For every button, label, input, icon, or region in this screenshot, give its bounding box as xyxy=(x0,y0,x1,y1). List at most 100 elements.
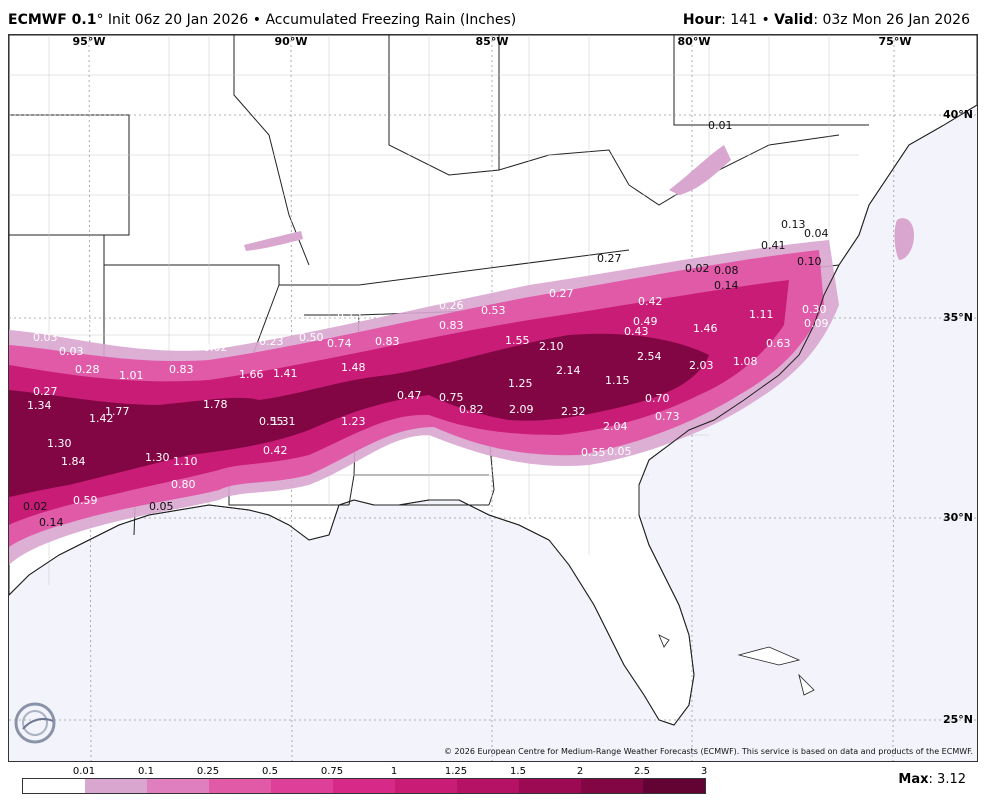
legend-tick-label: 2.5 xyxy=(634,766,650,777)
point-value-label: 0.28 xyxy=(75,363,100,376)
point-value-label: 0.09 xyxy=(804,317,829,330)
longitude-labels: 95°W 90°W 85°W 80°W 75°W xyxy=(73,35,912,48)
legend-color-bar xyxy=(22,778,706,794)
point-value-label: 0.13 xyxy=(337,311,362,324)
point-value-label: 0.74 xyxy=(327,337,352,350)
legend-tick-labels: 0.01 0.1 0.25 0.5 0.75 1 1.25 1.5 2 2.5 3 xyxy=(20,766,720,778)
point-value-label: 2.32 xyxy=(561,405,586,418)
lon-label: 75°W xyxy=(879,35,912,48)
max-label: Max xyxy=(898,772,929,787)
point-value-label: 0.10 xyxy=(797,255,822,268)
point-value-label: 0.02 xyxy=(685,262,710,275)
copyright-notice: © 2026 European Centre for Medium-Range … xyxy=(444,747,973,756)
point-value-label: 0.03 xyxy=(33,331,58,344)
freezing-rain-swath xyxy=(9,145,914,565)
point-value-label: 0.50 xyxy=(299,331,324,344)
point-value-label: 0.43 xyxy=(624,325,649,338)
point-value-label: 0.80 xyxy=(171,478,196,491)
point-value-label: 0.02 xyxy=(23,500,48,513)
point-value-label: 1.34 xyxy=(27,399,52,412)
legend-tick-label: 3 xyxy=(700,766,708,777)
forecast-time: Hour: 141 • Valid: 03z Mon 26 Jan 2026 xyxy=(683,12,970,28)
point-value-label: 0.75 xyxy=(439,391,464,404)
max-number: : 3.12 xyxy=(928,772,966,787)
product-name: Accumulated Freezing Rain (Inches) xyxy=(265,12,517,28)
legend-tick-label: 2 xyxy=(576,766,584,777)
point-value-label: 0.41 xyxy=(761,239,786,252)
hour-label: Hour xyxy=(682,12,722,28)
point-value-label: 1.30 xyxy=(145,451,170,464)
point-value-label: 1.42 xyxy=(89,412,114,425)
freezing-rain-map: 95°W 90°W 85°W 80°W 75°W 40°N 35°N 30°N … xyxy=(8,34,978,762)
point-value-label: 1.78 xyxy=(203,398,228,411)
point-value-label: 1.30 xyxy=(47,437,72,450)
map-canvas: 95°W 90°W 85°W 80°W 75°W 40°N 35°N 30°N … xyxy=(9,35,977,761)
valid-value: : 03z Mon 26 Jan 2026 xyxy=(813,12,970,28)
point-value-label: 0.04 xyxy=(804,227,829,240)
point-value-label: 1.31 xyxy=(271,415,296,428)
point-value-label: 0.49 xyxy=(633,315,658,328)
point-value-label: 0.83 xyxy=(439,319,464,332)
point-value-label: 2.54 xyxy=(637,350,662,363)
point-value-label: 0.05 xyxy=(607,445,632,458)
hour-value: : 141 xyxy=(721,12,757,28)
legend-swatch xyxy=(581,779,643,793)
legend-swatch xyxy=(457,779,519,793)
point-value-label: 1.15 xyxy=(605,374,630,387)
legend-swatch xyxy=(333,779,395,793)
point-value-label: 0.13 xyxy=(781,218,806,231)
weatherbell-logo-icon xyxy=(14,702,56,744)
point-value-label: 0.27 xyxy=(549,287,574,300)
point-value-label: 2.04 xyxy=(603,420,628,433)
point-value-label: 1.84 xyxy=(61,455,86,468)
time-separator: • xyxy=(757,12,775,28)
point-value-label: 1.25 xyxy=(508,377,533,390)
max-value: Max: 3.12 xyxy=(898,772,966,787)
legend-swatch xyxy=(23,779,85,793)
point-value-label: 0.05 xyxy=(149,500,174,513)
point-value-label: 1.48 xyxy=(341,361,366,374)
legend-tick-label: 0.01 xyxy=(72,766,96,777)
legend-tick-label: 1.25 xyxy=(444,766,468,777)
point-value-label: 0.47 xyxy=(397,389,422,402)
point-value-label: 0.14 xyxy=(714,279,739,292)
point-value-label: 1.08 xyxy=(733,355,758,368)
point-value-label: 0.01 xyxy=(708,119,733,132)
legend-swatch xyxy=(85,779,147,793)
weatherbell-logo xyxy=(13,699,103,747)
point-value-label: 0.82 xyxy=(459,403,484,416)
point-value-label: 1.11 xyxy=(749,308,774,321)
lat-label: 30°N xyxy=(943,511,973,524)
point-value-label: 2.14 xyxy=(556,364,581,377)
point-value-label: 0.08 xyxy=(714,264,739,277)
map-title: ECMWF 0.1° Init 06z 20 Jan 2026 • Accumu… xyxy=(8,12,516,28)
legend-tick-label: 0.25 xyxy=(196,766,220,777)
latitude-labels: 40°N 35°N 30°N 25°N xyxy=(943,108,973,726)
point-value-label: 0.42 xyxy=(638,295,663,308)
point-value-label: 0.55 xyxy=(259,415,284,428)
legend-tick-label: 0.75 xyxy=(320,766,344,777)
point-value-label: 1.77 xyxy=(105,405,130,418)
legend-swatch xyxy=(519,779,581,793)
point-value-label: 1.66 xyxy=(239,368,264,381)
point-value-label: 0.83 xyxy=(169,363,194,376)
legend-tick-label: 1 xyxy=(390,766,398,777)
point-value-label: 0.63 xyxy=(766,337,791,350)
lon-label: 85°W xyxy=(476,35,509,48)
lon-label: 90°W xyxy=(275,35,308,48)
islands xyxy=(658,634,815,696)
legend-swatch xyxy=(271,779,333,793)
lon-label: 80°W xyxy=(678,35,711,48)
legend-tick-label: 0.1 xyxy=(138,766,154,777)
legend-swatch xyxy=(395,779,457,793)
color-legend: 0.01 0.1 0.25 0.5 0.75 1 1.25 1.5 2 2.5 3 xyxy=(20,766,720,796)
point-value-label: 1.41 xyxy=(273,367,298,380)
point-value-label: 0.53 xyxy=(481,304,506,317)
legend-swatch xyxy=(147,779,209,793)
point-value-label: 2.09 xyxy=(509,403,534,416)
valid-label: Valid xyxy=(774,12,814,28)
point-value-label: 0.30 xyxy=(802,303,827,316)
point-value-label: 1.55 xyxy=(505,334,530,347)
lat-label: 40°N xyxy=(943,108,973,121)
point-value-label: 0.14 xyxy=(39,516,64,529)
